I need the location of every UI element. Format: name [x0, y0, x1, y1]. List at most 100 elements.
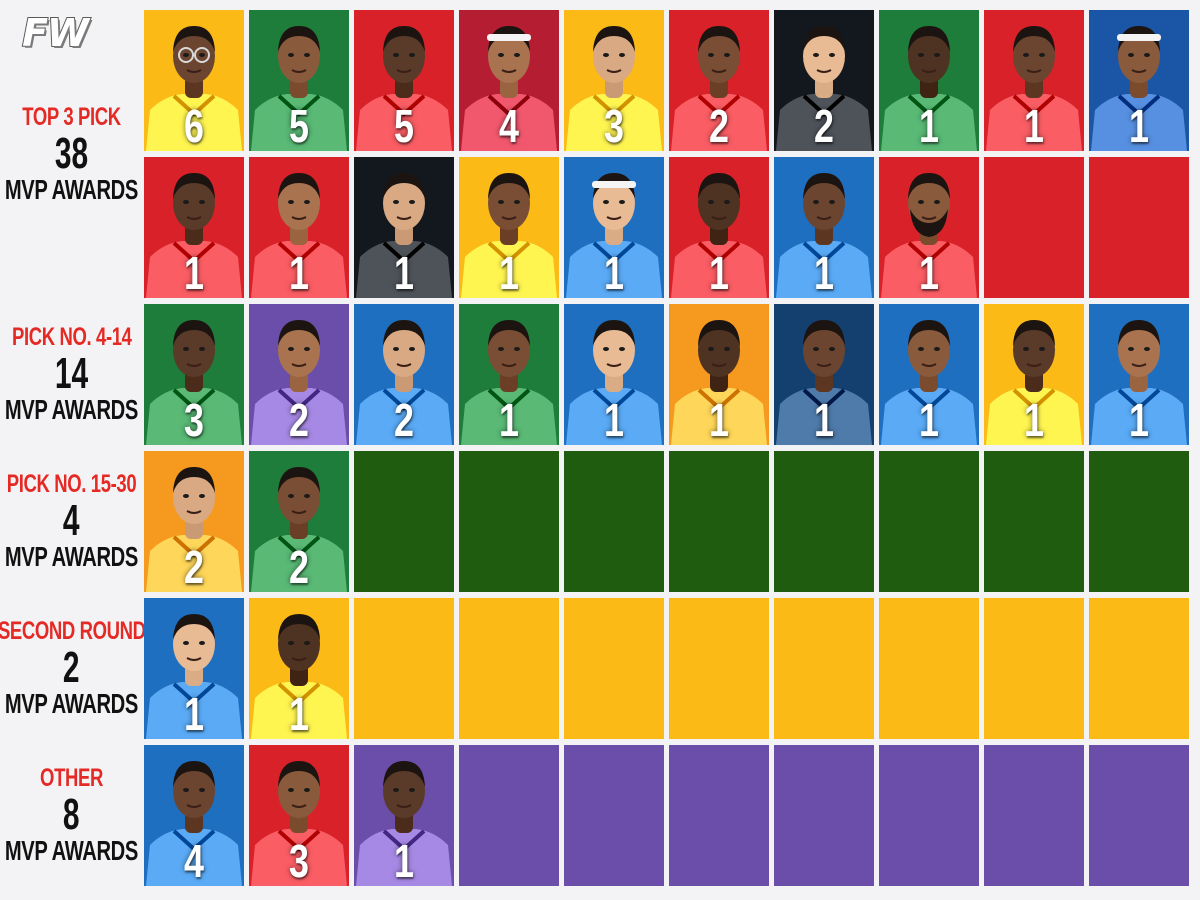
mvp-count: 1: [919, 394, 939, 445]
player-cell: 1: [669, 304, 769, 445]
player-cell: 1: [1089, 304, 1189, 445]
player-portrait: [1091, 320, 1187, 445]
player-portrait: [566, 320, 662, 445]
mvp-unit-label: MVP AWARDS: [4, 173, 139, 205]
player-portrait: [881, 320, 977, 445]
row-label: PICK NO. 15-30 4 MVP AWARDS: [0, 451, 143, 592]
player-portrait: [251, 320, 347, 445]
player-cell: 6: [144, 10, 244, 151]
mvp-count: 1: [184, 247, 204, 298]
player-portrait: [251, 173, 347, 298]
player-cell: 3: [564, 10, 664, 151]
empty-cell: [669, 598, 769, 739]
player-portrait: [356, 320, 452, 445]
player-cell: 2: [249, 304, 349, 445]
player-cell: 3: [249, 745, 349, 886]
mvp-count: 2: [709, 100, 729, 151]
player-portrait: [986, 26, 1082, 151]
row-label: SECOND ROUND 2 MVP AWARDS: [0, 598, 146, 739]
mvp-count: 1: [289, 247, 309, 298]
row-label: TOP 3 PICK 38 MVP AWARDS: [0, 10, 143, 298]
empty-cell: [564, 451, 664, 592]
mvp-count: 1: [289, 688, 309, 739]
mvp-count: 1: [919, 247, 939, 298]
mvp-count: 1: [184, 688, 204, 739]
player-cell: 5: [249, 10, 349, 151]
category-label: SECOND ROUND: [0, 617, 146, 645]
empty-cell: [669, 451, 769, 592]
mvp-count: 3: [604, 100, 624, 151]
mvp-count: 1: [1024, 394, 1044, 445]
player-cell: 1: [774, 157, 874, 298]
mvp-count: 1: [394, 247, 414, 298]
category-label: PICK NO. 15-30: [6, 470, 137, 498]
mvp-count: 2: [184, 541, 204, 592]
mvp-total: 2: [63, 643, 80, 692]
mvp-count: 1: [814, 247, 834, 298]
player-portrait: [146, 614, 242, 739]
player-cell: 1: [144, 157, 244, 298]
category-label: OTHER: [40, 764, 103, 792]
mvp-count: 1: [1024, 100, 1044, 151]
player-cell: 1: [669, 157, 769, 298]
empty-cell: [1089, 451, 1189, 592]
player-cell: 2: [144, 451, 244, 592]
empty-cell: [984, 451, 1084, 592]
player-portrait: [776, 26, 872, 151]
player-cell: 1: [354, 745, 454, 886]
player-cell: 1: [354, 157, 454, 298]
empty-cell: [774, 745, 874, 886]
empty-cell: [879, 451, 979, 592]
empty-cell: [354, 451, 454, 592]
mvp-count: 2: [289, 541, 309, 592]
empty-cell: [879, 745, 979, 886]
empty-cell: [984, 745, 1084, 886]
mvp-count: 4: [499, 100, 519, 151]
mvp-count: 1: [499, 247, 519, 298]
player-portrait: [146, 26, 242, 151]
player-cell: 2: [249, 451, 349, 592]
player-cell: 4: [144, 745, 244, 886]
mvp-count: 5: [394, 100, 414, 151]
player-portrait: [146, 173, 242, 298]
player-portrait: [881, 173, 977, 298]
player-cell: 1: [564, 304, 664, 445]
player-portrait: [356, 173, 452, 298]
player-cell: 1: [249, 157, 349, 298]
player-cell: 1: [879, 304, 979, 445]
mvp-count: 5: [289, 100, 309, 151]
empty-cell: [1089, 745, 1189, 886]
mvp-count: 1: [709, 247, 729, 298]
mvp-total: 8: [63, 790, 80, 839]
empty-cell: [774, 451, 874, 592]
mvp-total: 38: [54, 128, 89, 178]
player-portrait: [356, 761, 452, 886]
mvp-count: 3: [289, 835, 309, 886]
mvp-unit-label: MVP AWARDS: [4, 394, 139, 425]
fw-logo: FW: [21, 10, 90, 56]
empty-cell: [459, 598, 559, 739]
mvp-total: 4: [63, 496, 80, 545]
player-cell: 4: [459, 10, 559, 151]
player-portrait: [671, 26, 767, 151]
mvp-count: 3: [184, 394, 204, 445]
player-cell: 1: [249, 598, 349, 739]
empty-cell: [459, 451, 559, 592]
player-cell: 5: [354, 10, 454, 151]
player-cell: 1: [459, 304, 559, 445]
player-cell: 1: [984, 10, 1084, 151]
player-cell: 1: [984, 304, 1084, 445]
player-portrait: [251, 614, 347, 739]
mvp-total: 14: [54, 349, 89, 398]
empty-cell: [564, 745, 664, 886]
player-portrait: [251, 467, 347, 592]
mvp-count: 4: [184, 835, 204, 886]
player-portrait: [356, 26, 452, 151]
mvp-count: 6: [184, 100, 204, 151]
mvp-unit-label: MVP AWARDS: [4, 688, 139, 719]
player-portrait: [671, 320, 767, 445]
category-label: TOP 3 PICK: [22, 102, 121, 131]
player-cell: 2: [354, 304, 454, 445]
player-portrait: [776, 173, 872, 298]
player-cell: 1: [774, 304, 874, 445]
